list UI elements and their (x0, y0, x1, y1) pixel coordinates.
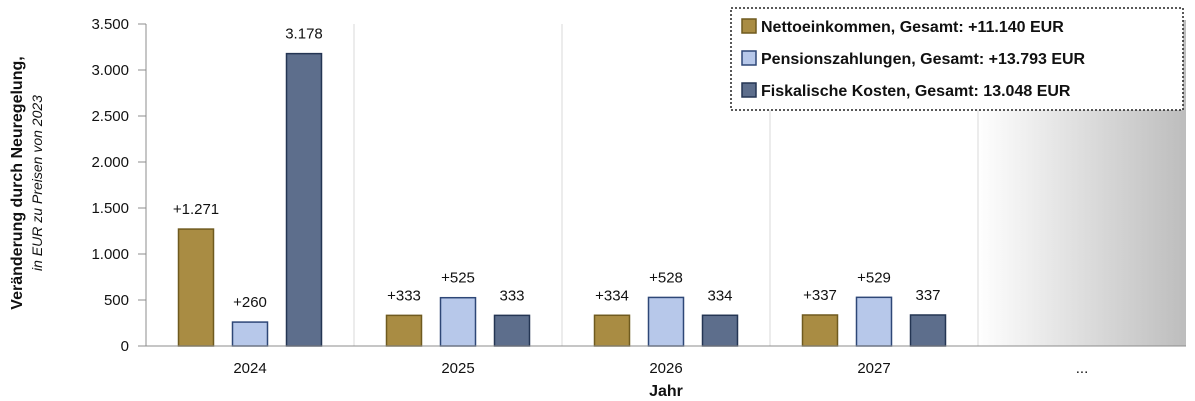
y-tick-label: 2.500 (91, 108, 129, 125)
data-label: 334 (707, 287, 732, 304)
y-tick-label: 2.000 (91, 154, 129, 171)
bar (439, 296, 477, 347)
data-label: +529 (857, 269, 891, 286)
data-label: +528 (649, 269, 683, 286)
data-label: 333 (499, 287, 524, 304)
data-label-background (496, 286, 528, 306)
data-label-background (912, 285, 944, 305)
data-label: 337 (915, 287, 940, 304)
legend: Nettoeinkommen, Gesamt: +11.140 EUR Pensi… (730, 7, 1184, 111)
x-axis-ticks: 2024 2025 2026 2027... (233, 360, 1088, 377)
data-label: +260 (233, 294, 267, 311)
data-label-background (799, 285, 841, 305)
bar (801, 314, 839, 347)
bar (593, 314, 631, 347)
legend-swatch (741, 82, 757, 98)
data-label-background (437, 268, 479, 288)
data-label-background (645, 268, 687, 288)
data-label: 3.178 (285, 26, 323, 43)
data-label: +525 (441, 270, 475, 287)
x-tick-label: 2027 (857, 360, 890, 377)
data-label: +334 (595, 287, 629, 304)
y-tick-label: 1.500 (91, 200, 129, 217)
legend-label: Nettoeinkommen, Gesamt: +11.140 EUR (761, 19, 1064, 36)
bar (701, 314, 739, 347)
x-axis-title: Jahr (649, 383, 683, 400)
y-tick-label: 1.000 (91, 246, 129, 263)
bar (177, 228, 215, 347)
bar (285, 52, 323, 347)
legend-label: Fiskalische Kosten, Gesamt: 13.048 EUR (761, 83, 1071, 100)
data-label: +337 (803, 287, 837, 304)
bars (177, 52, 947, 347)
x-tick-label: 2026 (649, 360, 682, 377)
data-label-background (591, 286, 633, 306)
data-label-background (167, 200, 225, 220)
data-label: +1.271 (173, 201, 219, 218)
y-axis-ticks: 0 500 1.000 1.500 2.000 2.500 3.000 3.500 (91, 16, 147, 355)
bar (909, 314, 947, 347)
bar (855, 296, 893, 347)
x-tick-label: 2025 (441, 360, 474, 377)
data-label-background (853, 268, 895, 288)
data-label-background (704, 286, 736, 306)
x-tick-label: 2024 (233, 360, 266, 377)
bar (647, 296, 685, 347)
bar (493, 314, 531, 347)
bar (231, 321, 269, 347)
y-axis-subtitle: in EUR zu Preisen von 2023 (29, 95, 45, 271)
data-label-background (229, 293, 271, 313)
data-label-background (383, 286, 425, 306)
x-tick-label: ... (1076, 360, 1089, 377)
y-tick-label: 3.500 (91, 16, 129, 33)
y-axis-title: Veränderung durch Neuregelung, (9, 56, 26, 309)
legend-swatch (741, 18, 757, 34)
data-labels: +1.271 +260 3.178 +333 +525 333 +334 +528 334 +33… (167, 24, 944, 313)
y-tick-label: 0 (121, 338, 129, 355)
legend-box (730, 7, 1184, 111)
y-tick-label: 500 (104, 292, 129, 309)
legend-label: Pensionszahlungen, Gesamt: +13.793 EUR (761, 51, 1086, 68)
legend-swatch (741, 50, 757, 66)
data-label: +333 (387, 287, 421, 304)
y-tick-label: 3.000 (91, 62, 129, 79)
bar (385, 314, 423, 347)
data-label-background (279, 24, 329, 44)
